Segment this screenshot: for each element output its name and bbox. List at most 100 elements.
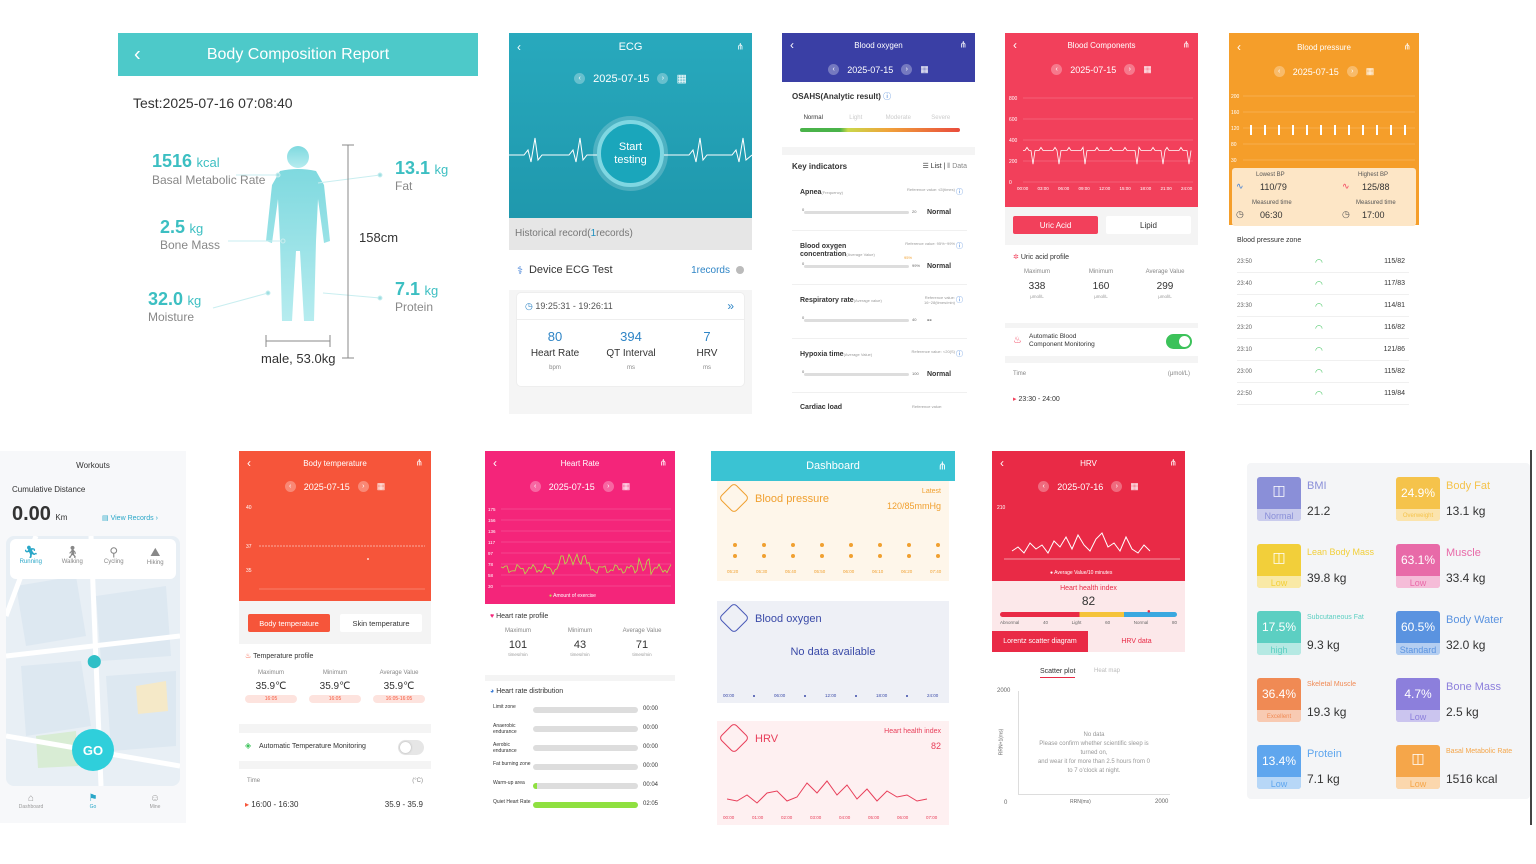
bp-zone-row[interactable]: 23:30 ◠ 114/81	[1237, 297, 1409, 317]
info-icon[interactable]: ⓘ	[956, 243, 963, 250]
tab-uric-acid[interactable]: Uric Acid	[1013, 216, 1098, 234]
go-button[interactable]: GO	[72, 729, 114, 771]
share-icon[interactable]: ⋔	[1403, 41, 1411, 52]
bc-date[interactable]: 2025-07-15	[1070, 64, 1117, 75]
tab-hrv-data[interactable]: HRV data	[1088, 631, 1185, 652]
share-icon[interactable]: ⋔	[415, 457, 423, 468]
back-icon[interactable]: ‹	[1237, 40, 1241, 54]
view-toggle[interactable]: ☰ List | ⫴ Data	[922, 163, 967, 170]
time-row[interactable]: ▸ 16:00 - 16:30	[245, 800, 298, 809]
calendar-icon[interactable]: ▦	[376, 481, 386, 491]
cardiac-load-row[interactable]: Cardiac load Reference value:	[792, 401, 967, 411]
time-row[interactable]: ▸ 23:30 - 24:00	[1013, 395, 1060, 403]
calendar-icon[interactable]: ▦	[1143, 64, 1152, 74]
scatter-tab[interactable]: Scatter plot	[1040, 668, 1076, 678]
metric-card[interactable]: ◫ Low Lean Body Mass 39.8 kg	[1257, 544, 1392, 594]
ecg-record-card[interactable]: ◷ 19:25:31 - 19:26:11 » 80 Heart Rate bp…	[516, 292, 745, 387]
indicator-card[interactable]: Apnea(Frequency) Reference value: ≤5(time…	[792, 183, 967, 231]
bo-card[interactable]: Blood oxygen No data available 00:00 06:0…	[717, 601, 949, 703]
info-icon[interactable]: ⓘ	[956, 297, 963, 304]
start-testing-button[interactable]: Start testing	[597, 120, 664, 187]
bp-zone-row[interactable]: 23:00 ◠ 115/82	[1237, 363, 1409, 383]
metric-card[interactable]: ◫ Low Basal Metabolic Rate 1516 kcal	[1396, 745, 1530, 795]
next-date-icon[interactable]: ›	[1111, 481, 1123, 492]
tab-skin-temperature[interactable]: Skin temperature	[340, 614, 422, 632]
auto-temp-toggle[interactable]	[398, 740, 424, 755]
auto-monitoring-toggle[interactable]	[1166, 334, 1192, 349]
bo-date[interactable]: 2025-07-15	[847, 64, 894, 75]
metric-card[interactable]: 4.7% Low Bone Mass 2.5 kg	[1396, 678, 1530, 728]
next-date-icon[interactable]: ›	[1124, 64, 1136, 75]
prev-date-icon[interactable]: ‹	[529, 481, 541, 492]
info-icon[interactable]: ⓘ	[956, 189, 963, 196]
next-date-icon[interactable]: ›	[1346, 66, 1358, 77]
prev-date-icon[interactable]: ‹	[574, 73, 586, 84]
calendar-icon[interactable]: ▦	[1130, 481, 1139, 491]
metric-card[interactable]: 17.5% high Subcutaneous Fat 9.3 kg	[1257, 611, 1392, 661]
prev-date-icon[interactable]: ‹	[1051, 64, 1063, 75]
indicator-card[interactable]: Blood oxygen concentration(Average Value…	[792, 237, 967, 285]
back-icon[interactable]: ‹	[1013, 38, 1017, 52]
next-date-icon[interactable]: ›	[602, 481, 614, 492]
bp-zone-row[interactable]: 23:50 ◠ 115/82	[1237, 253, 1409, 273]
tab-lipid[interactable]: Lipid	[1106, 216, 1191, 234]
bp-card[interactable]: Blood pressure Latest 120/85mmHg 05:20 05…	[717, 481, 949, 581]
bp-date[interactable]: 2025-07-15	[1292, 66, 1339, 77]
scrollbar[interactable]	[1530, 450, 1532, 825]
info-icon[interactable]: ⓘ	[883, 92, 892, 101]
next-date-icon[interactable]: ›	[657, 73, 669, 84]
share-icon[interactable]: ⋔	[1182, 39, 1190, 50]
double-chevron-icon[interactable]: »	[727, 299, 734, 313]
share-icon[interactable]: ⋔	[659, 457, 667, 468]
metric-card[interactable]: ◫ Normal BMI 21.2	[1257, 477, 1392, 527]
tab-hiking[interactable]: ⛰︎ Hiking	[135, 539, 177, 579]
calendar-icon[interactable]: ▦	[621, 481, 631, 491]
data-label[interactable]: Data	[952, 163, 967, 170]
bt-date[interactable]: 2025-07-15	[303, 481, 350, 492]
bp-zone-row[interactable]: 23:40 ◠ 117/83	[1237, 275, 1409, 295]
tab-running[interactable]: 🏃︎ Running	[10, 539, 52, 579]
metric-card[interactable]: 63.1% Low Muscle 33.4 kg	[1396, 544, 1530, 594]
ecg-date[interactable]: 2025-07-15	[593, 72, 650, 85]
calendar-icon[interactable]: ▦	[920, 64, 929, 74]
back-icon[interactable]: ‹	[247, 456, 251, 470]
metric-card[interactable]: 24.9% Overweight Body Fat 13.1 kg	[1396, 477, 1530, 527]
back-icon[interactable]: ‹	[493, 456, 497, 470]
tab-cycling[interactable]: ⚲ Cycling	[93, 539, 135, 579]
share-icon[interactable]: ⋔	[736, 41, 744, 52]
tab-body-temperature[interactable]: Body temperature	[248, 614, 330, 632]
metric-card[interactable]: 60.5% Standard Body Water 32.0 kg	[1396, 611, 1530, 661]
view-records-link[interactable]: ▤ View Records ›	[102, 515, 158, 522]
info-icon[interactable]: ⓘ	[956, 351, 963, 358]
prev-date-icon[interactable]: ‹	[284, 481, 296, 492]
list-label[interactable]: List	[930, 163, 942, 170]
prev-date-icon[interactable]: ‹	[1273, 66, 1285, 77]
share-icon[interactable]: ⋔	[1169, 457, 1177, 468]
indicator-card[interactable]: Hypoxia time(Average Value) Reference val…	[792, 345, 967, 393]
bp-zone-row[interactable]: 23:20 ◠ 116/82	[1237, 319, 1409, 339]
next-date-icon[interactable]: ›	[901, 64, 913, 75]
hr-date[interactable]: 2025-07-15	[548, 481, 595, 492]
prev-date-icon[interactable]: ‹	[1038, 481, 1050, 492]
share-icon[interactable]: ⋔	[937, 460, 947, 473]
back-icon[interactable]: ‹	[1000, 456, 1004, 470]
prev-date-icon[interactable]: ‹	[828, 64, 840, 75]
history-record-bar[interactable]: Historical record(1records)	[509, 218, 752, 250]
tab-lorentz[interactable]: Lorentz scatter diagram	[992, 631, 1088, 652]
nav-dashboard[interactable]: ⌂ Dashboard	[0, 793, 62, 823]
metric-card[interactable]: 36.4% Excellent Skeletal Muscle 19.3 kg	[1257, 678, 1392, 728]
back-icon[interactable]: ‹	[517, 40, 521, 54]
hrv-card[interactable]: HRV Heart health index 82 00:00 01:00 02:0…	[717, 721, 949, 825]
nav-go[interactable]: ⚑ Go	[62, 793, 124, 823]
hrv-date[interactable]: 2025-07-16	[1057, 481, 1104, 492]
share-icon[interactable]: ⋔	[959, 39, 967, 50]
nav-mine[interactable]: ☺ Mine	[124, 793, 186, 823]
bp-zone-row[interactable]: 22:50 ◠ 119/84	[1237, 385, 1409, 405]
metric-card[interactable]: 13.4% Low Protein 7.1 kg	[1257, 745, 1392, 795]
back-icon[interactable]: ‹	[790, 38, 794, 52]
calendar-icon[interactable]: ▦	[1365, 66, 1375, 76]
bp-zone-row[interactable]: 23:10 ◠ 121/86	[1237, 341, 1409, 361]
device-ecg-row[interactable]: ⚕ Device ECG Test 1records	[509, 250, 752, 290]
tab-walking[interactable]: 🚶︎ Walking	[52, 539, 94, 579]
calendar-icon[interactable]: ▦	[676, 73, 687, 85]
